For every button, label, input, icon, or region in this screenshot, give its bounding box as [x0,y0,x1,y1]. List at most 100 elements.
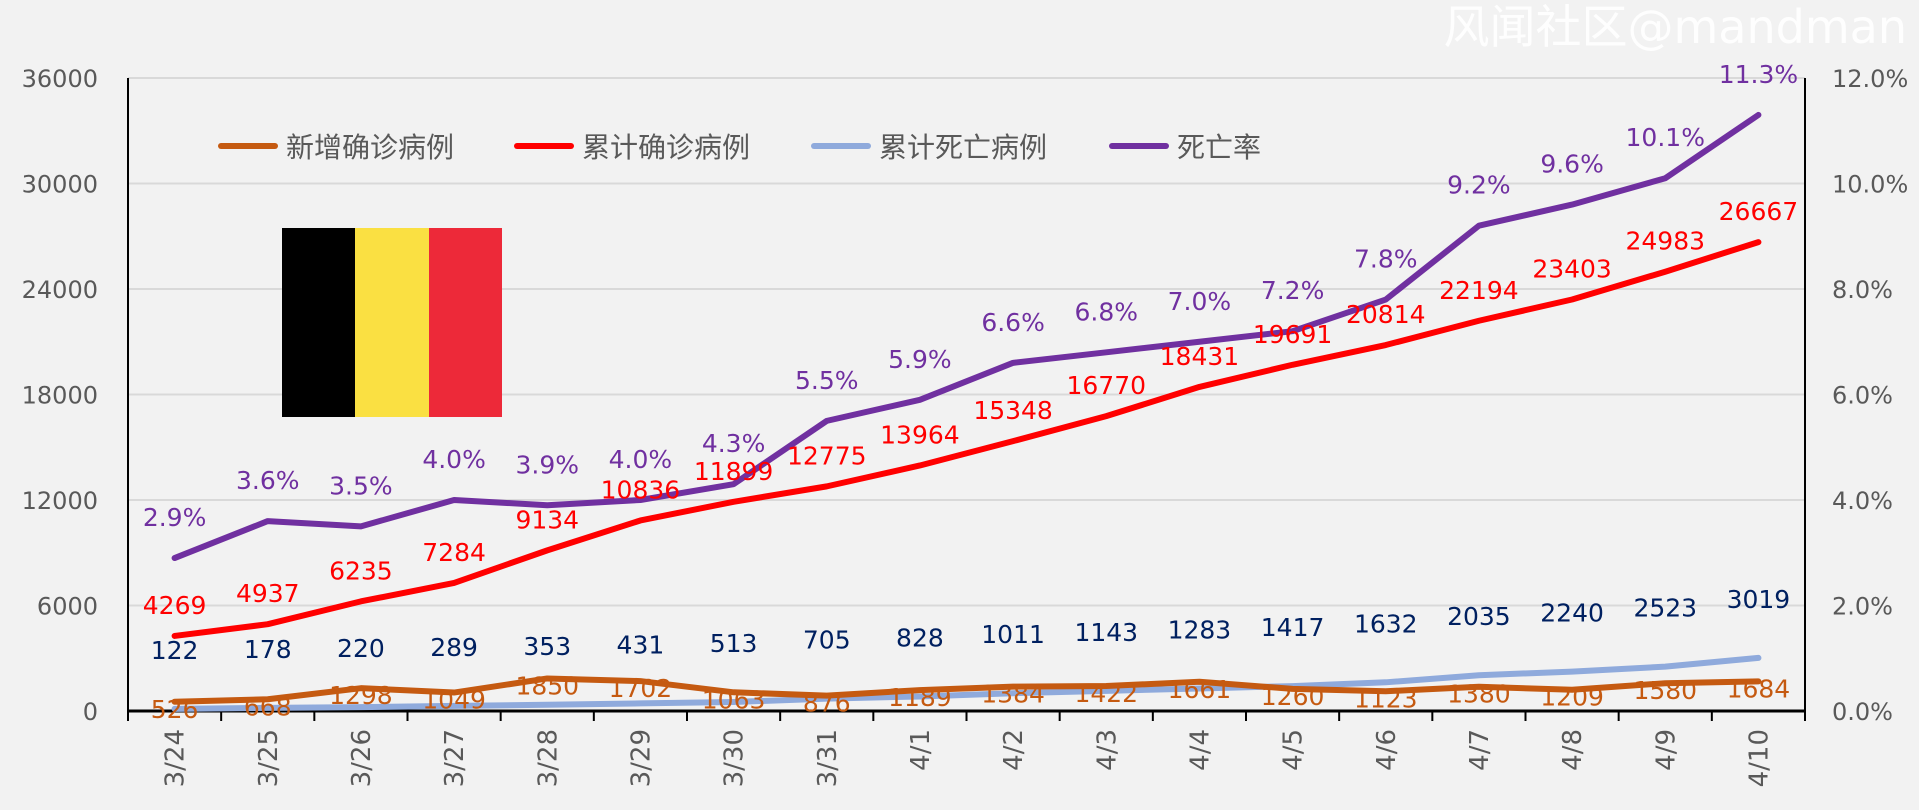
y-left-tick-label: 24000 [22,276,98,304]
data-label: 828 [896,623,944,652]
data-label: 20814 [1346,300,1426,329]
x-tick-label: 4/8 [1558,729,1588,771]
x-tick-label: 3/27 [440,729,470,787]
data-label: 353 [523,632,571,661]
legend-item-death-rate: 死亡率 [1109,126,1261,166]
data-label: 18431 [1160,342,1240,371]
data-label: 9134 [515,505,579,534]
data-label: 1123 [1354,684,1418,713]
data-label: 1580 [1633,676,1697,705]
data-label: 2240 [1540,599,1604,628]
y-right-tick-label: 8.0% [1832,276,1893,304]
data-label: 6235 [329,556,393,585]
x-tick-label: 3/28 [533,729,563,787]
x-tick-label: 3/29 [626,729,656,787]
data-label: 1661 [1168,675,1232,704]
data-label: 1632 [1354,609,1418,638]
data-label: 1384 [981,680,1045,709]
data-label: 1422 [1074,679,1138,708]
x-tick-label: 4/10 [1744,729,1774,787]
data-label: 7284 [422,538,486,567]
data-label: 3.5% [329,471,393,500]
data-label: 4.0% [422,445,486,474]
x-tick-label: 4/5 [1279,729,1309,771]
legend-swatch [218,143,278,149]
legend-swatch [1109,143,1169,149]
x-tick-label: 4/1 [906,729,936,771]
data-label: 1283 [1168,615,1232,644]
x-tick-label: 3/26 [347,729,377,787]
y-right-tick-label: 4.0% [1832,487,1893,515]
legend-swatch [514,143,574,149]
legend-label: 累计确诊病例 [582,131,751,164]
legend-label: 死亡率 [1177,131,1262,164]
data-label: 10836 [601,475,681,504]
flag-stripe-black [282,228,356,417]
data-label: 1684 [1727,674,1791,703]
y-left-tick-label: 6000 [37,593,98,621]
series-line-1 [171,239,1762,639]
y-left-tick-label: 30000 [22,171,98,199]
y-left-tick-label: 18000 [22,382,98,410]
data-label: 178 [244,635,292,664]
x-tick-label: 3/31 [813,729,843,787]
watermark: 风闻社区@mandman [1443,0,1907,54]
y-left-tick-label: 12000 [22,487,98,515]
x-tick-label: 3/30 [720,729,750,787]
data-label: 11899 [694,457,774,486]
data-label: 1417 [1261,613,1325,642]
data-label: 5.9% [888,345,952,374]
data-label: 9.2% [1447,171,1511,200]
x-tick-label: 4/2 [999,729,1029,771]
y-right-tick-label: 10.0% [1832,171,1908,199]
data-label: 12775 [787,441,867,470]
data-label: 1380 [1447,680,1511,709]
data-label: 7.8% [1354,245,1418,274]
data-label: 2.9% [143,503,207,532]
series-line-3 [171,111,1762,562]
data-label: 9.6% [1540,150,1604,179]
data-label: 19691 [1253,320,1333,349]
x-tick-label: 3/25 [254,729,284,787]
data-label: 1209 [1540,683,1604,712]
data-label: 1143 [1074,618,1138,647]
data-label: 4269 [143,591,207,620]
y-right-tick-label: 6.0% [1832,382,1893,410]
data-label: 10.1% [1626,123,1705,152]
x-tick-label: 4/4 [1185,729,1215,771]
data-label: 6.6% [981,308,1045,337]
x-tick-label: 4/7 [1465,729,1495,771]
data-label: 876 [803,689,851,718]
belgium-flag [282,228,502,417]
data-label: 2035 [1447,602,1511,631]
data-label: 5.5% [795,366,859,395]
data-label: 4.0% [609,445,673,474]
data-label: 122 [151,636,199,665]
y-left-tick-label: 36000 [22,65,98,93]
data-label: 7.0% [1168,287,1232,316]
data-label: 431 [617,630,665,659]
flag-stripe-red [428,228,502,417]
data-label: 23403 [1532,254,1612,283]
data-label: 13964 [880,420,960,449]
legend-item-total-cases: 累计确诊病例 [514,126,750,166]
data-label: 15348 [973,396,1053,425]
data-label: 1702 [609,674,673,703]
data-label: 4937 [236,579,300,608]
y-right-tick-label: 2.0% [1832,593,1893,621]
data-label: 513 [710,629,758,658]
x-tick-label: 4/9 [1651,729,1681,771]
data-label: 11.3% [1719,60,1798,89]
flag-stripe-yellow [355,228,429,417]
legend-label: 新增确诊病例 [286,131,455,164]
data-label: 526 [151,695,199,724]
data-label: 26667 [1719,197,1799,226]
y-right-tick-label: 0.0% [1832,698,1893,726]
data-label: 7.2% [1261,276,1325,305]
data-label: 1063 [702,685,766,714]
data-label: 22194 [1439,276,1519,305]
data-label: 1298 [329,681,393,710]
y-left-tick-label: 0 [83,698,98,726]
x-tick-label: 4/3 [1092,729,1122,771]
